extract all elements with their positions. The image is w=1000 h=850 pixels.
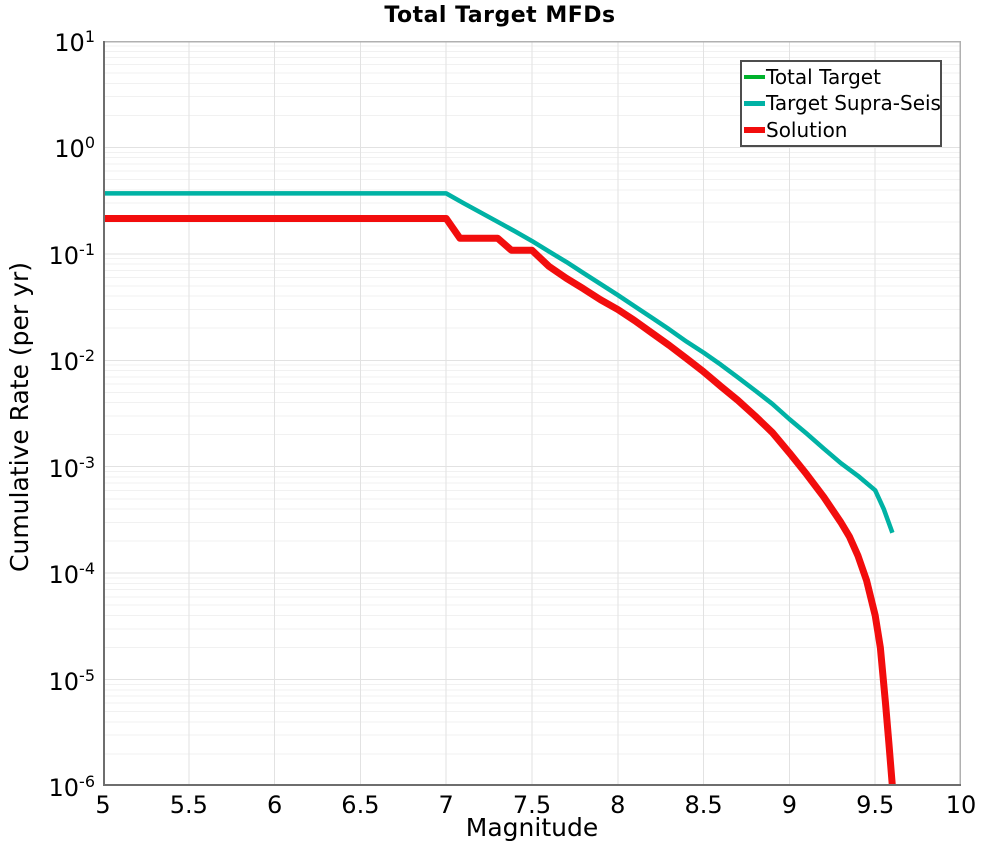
legend-item-solution: Solution <box>744 117 940 143</box>
series-line-solution <box>103 214 896 786</box>
x-tick-label: 10 <box>945 791 977 819</box>
x-tick-label: 8 <box>610 791 626 819</box>
y-tick-label: 101 <box>54 27 95 57</box>
y-tick-label: 10-6 <box>48 772 96 802</box>
legend-label-solution: Solution <box>766 117 848 142</box>
x-tick-label: 9 <box>781 791 798 819</box>
legend-line-swatch-target-supra-seis <box>744 101 765 106</box>
x-tick-label: 6 <box>266 791 283 819</box>
x-tick-label: 5 <box>95 791 111 819</box>
plot-area <box>103 41 961 786</box>
chart-title: Total Target MFDs <box>384 3 616 28</box>
legend-item-target-supra-seis: Target Supra-Seis <box>744 90 941 116</box>
y-tick-label: 10-5 <box>48 665 96 696</box>
y-axis-title: Cumulative Rate (per yr) <box>5 262 34 572</box>
series-line-target-supra-seis <box>103 191 895 534</box>
legend-line-swatch-solution <box>744 126 765 133</box>
x-tick-label: 6.5 <box>341 791 380 819</box>
legend-label-target-supra-seis: Target Supra-Seis <box>766 91 941 116</box>
x-tick-label: 7 <box>438 791 454 819</box>
y-tick-label: 100 <box>54 133 95 164</box>
y-tick-label: 10-1 <box>48 239 96 270</box>
series-line-total-target <box>103 191 895 534</box>
x-tick-label: 5.5 <box>169 791 208 819</box>
legend-item-total-target: Total Target <box>744 64 940 90</box>
x-tick-label: 7.5 <box>512 791 552 819</box>
x-axis-title: Magnitude <box>465 813 599 842</box>
legend: Total Target Target Supra-Seis Solution <box>740 60 942 147</box>
y-tick-label: 10-2 <box>48 346 96 377</box>
y-tick-label: 10-4 <box>48 559 96 590</box>
y-tick-label: 10-3 <box>48 452 96 483</box>
legend-label-total-target: Total Target <box>766 65 881 90</box>
x-tick-label: 8.5 <box>684 791 723 819</box>
legend-line-swatch-total-target <box>744 75 765 80</box>
x-tick-label: 9.5 <box>856 791 895 819</box>
